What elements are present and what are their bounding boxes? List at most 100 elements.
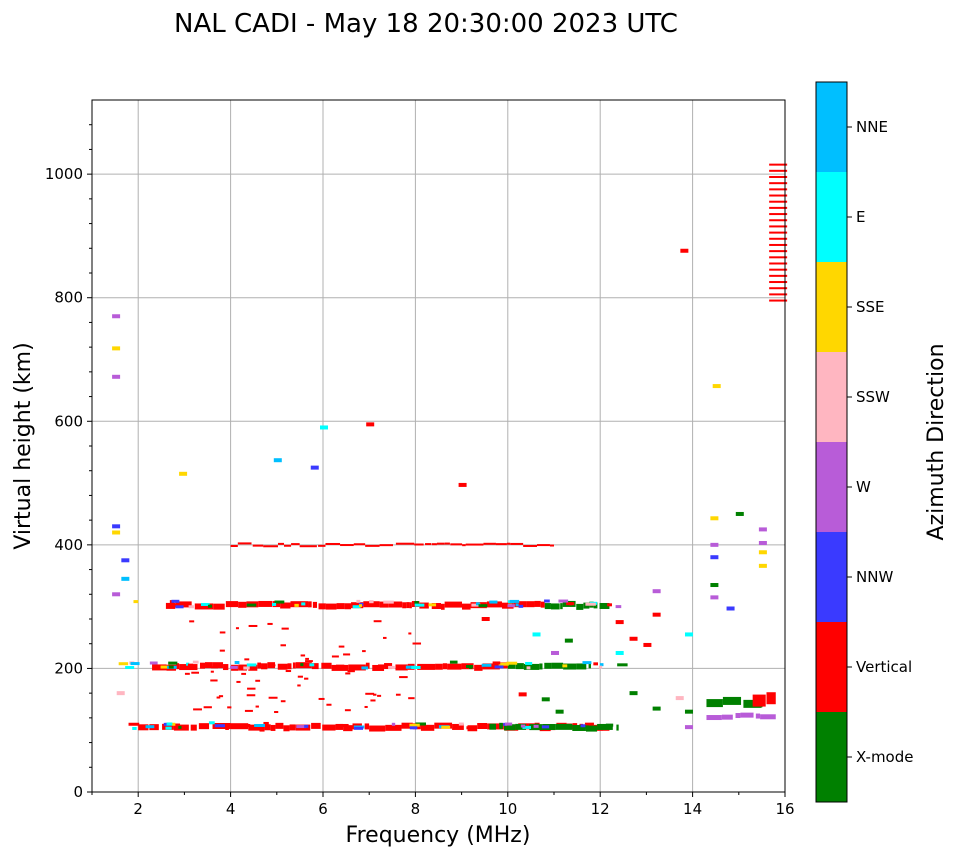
echo-point: [684, 709, 693, 714]
speckle: [475, 602, 480, 606]
speckle: [520, 724, 526, 728]
trace-segment: [213, 603, 225, 610]
speckle: [187, 663, 194, 667]
trace-segment: [431, 543, 437, 546]
echo-speckle: [267, 622, 273, 625]
echo-speckle: [255, 679, 261, 682]
speckle: [409, 726, 418, 730]
trace-segment: [409, 602, 412, 609]
speckle: [294, 603, 299, 607]
echo-point: [652, 589, 661, 594]
speckle: [361, 666, 369, 670]
speckle: [358, 604, 363, 608]
trace-segment: [175, 663, 180, 670]
column-tick: [769, 213, 788, 216]
speckle: [598, 665, 603, 669]
trace-segment: [138, 724, 149, 731]
speckle: [369, 600, 374, 604]
echo-speckle: [305, 660, 313, 663]
trace-segment: [534, 600, 541, 607]
speckle: [504, 722, 513, 726]
echo-speckle: [236, 680, 241, 683]
speckle: [388, 665, 395, 669]
trace-segment: [616, 724, 619, 731]
trace-segment: [523, 544, 537, 547]
echo-point: [735, 511, 744, 516]
echo-speckle: [193, 708, 202, 711]
trace-segment: [223, 664, 229, 671]
speckle: [304, 724, 309, 728]
echo-point: [112, 524, 121, 529]
echo-speckle: [216, 696, 221, 699]
speckle: [160, 665, 169, 669]
echo-speckle: [344, 709, 351, 712]
speckle: [188, 605, 194, 609]
echo-speckle: [373, 693, 377, 696]
trace-segment: [343, 725, 353, 732]
trace-segment: [755, 713, 761, 719]
trace-segment: [740, 712, 754, 718]
y-tick-label: 600: [54, 412, 83, 430]
echo-speckle: [210, 670, 214, 673]
trace-segment: [261, 663, 268, 670]
speckle: [356, 599, 361, 603]
speckle: [414, 603, 425, 607]
trace-segment: [175, 601, 192, 608]
trace-segment: [435, 663, 443, 670]
echo-speckle: [383, 636, 387, 639]
trace-segment: [272, 601, 281, 608]
trace-segment: [526, 601, 535, 608]
column-tick: [769, 299, 788, 302]
y-tick-label: 200: [54, 659, 83, 677]
trace-segment: [560, 603, 563, 610]
trace-segment: [743, 699, 762, 708]
echo-speckle: [304, 677, 309, 680]
trace-segment: [205, 662, 213, 669]
speckle: [441, 725, 451, 729]
echo-speckle: [211, 666, 219, 669]
trace-segment: [395, 542, 415, 545]
column-tick: [769, 231, 788, 234]
echo-speckle: [210, 679, 218, 682]
x-tick-label: 12: [591, 800, 610, 818]
echo-point: [629, 636, 638, 641]
trace-segment: [311, 722, 321, 729]
trace-segment: [551, 662, 564, 669]
echo-point: [710, 555, 719, 560]
speckle: [207, 604, 213, 608]
echo-point: [121, 558, 130, 563]
trace-segment: [344, 603, 352, 610]
column-tick: [769, 206, 788, 209]
trace-segment: [515, 663, 524, 670]
speckle: [214, 724, 225, 728]
trace-segment: [585, 725, 598, 732]
speckle: [300, 663, 304, 667]
speckle: [494, 665, 504, 669]
trace-segment: [353, 543, 366, 546]
trace-segment: [289, 724, 296, 731]
trace-segment: [417, 663, 436, 670]
speckle: [409, 723, 420, 727]
trace-segment: [259, 725, 265, 732]
colorbar-tick-label: E: [856, 208, 865, 226]
echo-point: [629, 691, 638, 696]
echo-point: [112, 592, 121, 597]
column-tick: [769, 237, 788, 240]
trace-segment: [388, 601, 403, 608]
echo-speckle: [318, 697, 325, 700]
speckle: [515, 603, 519, 607]
trace-segment: [477, 723, 488, 730]
echo-point: [310, 465, 319, 470]
speckle: [481, 663, 492, 667]
echo-point: [710, 583, 719, 588]
speckle: [254, 723, 265, 727]
speckle: [174, 723, 181, 727]
trace-segment: [194, 603, 214, 610]
trace-segment: [322, 724, 336, 731]
trace-segment: [474, 664, 483, 671]
speckle: [558, 599, 569, 603]
echo-speckle: [326, 703, 332, 706]
trace-segment: [299, 545, 317, 548]
speckle: [466, 726, 474, 730]
echo-point: [710, 542, 719, 547]
